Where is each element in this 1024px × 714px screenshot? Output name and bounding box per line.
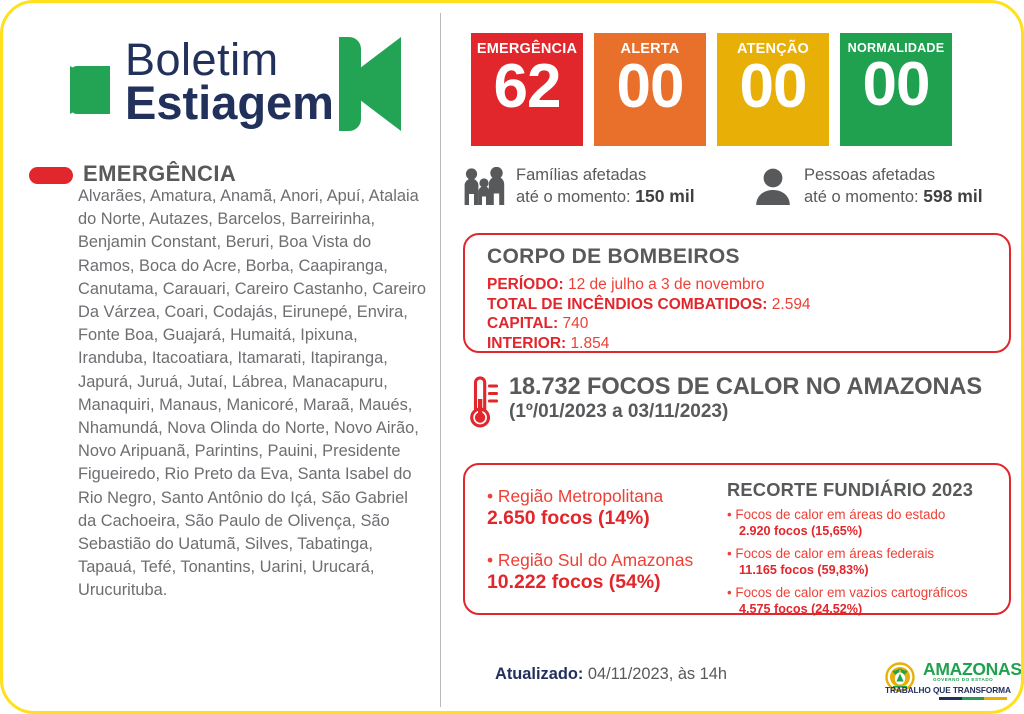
gov-logo-name: AMAZONAS [923, 659, 1022, 679]
logo-title-line1: Boletim [125, 34, 279, 85]
people-affected-text: Pessoas afetadas até o momento: 598 mil [804, 165, 983, 208]
status-card-emergencia: EMERGÊNCIA 62 [471, 33, 583, 146]
families-affected-value: 150 mil [635, 186, 695, 206]
gov-logo-color-bar [939, 697, 1008, 700]
land-breakdown-item: • Focos de calor em áreas do estado 2.92… [727, 506, 997, 539]
gov-logo-subtitle: GOVERNO DO ESTADO [933, 677, 994, 682]
heat-spots-headline-row: 18.732 FOCOS DE CALOR NO AMAZONAS (1º/01… [463, 373, 1021, 435]
fire-department-row: TOTAL DE INCÊNDIOS COMBATIDOS: 2.594 [487, 295, 811, 315]
region-item: • Região Metropolitana 2.650 focos (14%) [487, 485, 737, 530]
land-item-value: 2.920 focos (15,65%) [739, 524, 863, 538]
status-card-value: 00 [739, 51, 808, 121]
land-item-name: • Focos de calor em áreas do estado [727, 507, 946, 522]
family-icon [464, 166, 505, 205]
fire-department-row: CAPITAL: 740 [487, 314, 811, 334]
land-item-value: 4.575 focos (24,52%) [739, 602, 863, 616]
left-triangle-icon [339, 37, 401, 131]
status-cards-row: EMERGÊNCIA 62 ALERTA 00 ATENÇÃO 00 NORMA… [471, 33, 1011, 146]
land-breakdown-title: RECORTE FUNDIÁRIO 2023 [727, 479, 974, 500]
people-affected-value: 598 mil [923, 186, 983, 206]
fire-department-row: INTERIOR: 1.854 [487, 334, 811, 354]
updated-label: Atualizado: [495, 665, 584, 683]
status-card-atencao: ATENÇÃO 00 [717, 33, 829, 146]
heat-spots-headline: 18.732 FOCOS DE CALOR NO AMAZONAS [509, 374, 983, 400]
emergency-section-label: EMERGÊNCIA [83, 161, 237, 186]
amazonas-government-logo: AMAZONAS GOVERNO DO ESTADO TRABALHO QUE … [879, 655, 1022, 703]
fire-row-value: 1.854 [570, 334, 610, 352]
status-card-value: 62 [493, 51, 562, 121]
column-divider [440, 13, 441, 707]
people-affected-line1: Pessoas afetadas [804, 166, 936, 184]
families-affected-line2-label: até o momento: [516, 188, 631, 206]
status-card-value: 00 [616, 51, 685, 121]
heat-spots-period: (1º/01/2023 a 03/11/2023) [509, 401, 729, 423]
fire-row-value: 2.594 [771, 295, 811, 313]
status-card-label: ATENÇÃO [736, 41, 810, 57]
region-value: 2.650 focos (14%) [487, 507, 650, 529]
affected-summary-row: Famílias afetadas até o momento: 150 mil… [463, 165, 1021, 217]
land-item-name: • Focos de calor em áreas federais [727, 546, 935, 561]
play-triangle-icon [70, 66, 110, 114]
fire-row-value: 12 de julho a 3 de novembro [567, 276, 765, 293]
person-icon [756, 168, 790, 205]
footer: Atualizado: 04/11/2023, às 14h AMAZONAS … [463, 655, 1022, 703]
updated-timestamp: Atualizado: 04/11/2023, às 14h [495, 665, 727, 684]
emergency-section-header: EMERGÊNCIA [29, 161, 429, 191]
land-item-value: 11.165 focos (59,83%) [739, 563, 869, 577]
region-name: • Região Sul do Amazonas [487, 550, 694, 570]
status-card-alerta: ALERTA 00 [594, 33, 706, 146]
left-column: Boletim Estiagem EMERGÊNCIA Alvarães, Am… [3, 3, 440, 711]
status-card-normalidade: NORMALIDADE 00 [840, 33, 952, 146]
fire-row-value: 740 [562, 315, 589, 333]
red-pill-marker-icon [29, 167, 73, 184]
fire-row-label: CAPITAL: [487, 315, 559, 333]
status-card-label: NORMALIDADE [847, 41, 945, 55]
fire-department-row: PERÍODO: 12 de julho a 3 de novembro [487, 275, 811, 295]
fire-row-label: TOTAL DE INCÊNDIOS COMBATIDOS: [487, 295, 768, 313]
fire-department-title: CORPO DE BOMBEIROS [487, 245, 740, 268]
fire-department-card: CORPO DE BOMBEIROS PERÍODO: 12 de julho … [463, 233, 1011, 353]
bulletin-logo: Boletim Estiagem [63, 31, 401, 141]
thermometer-icon [470, 376, 499, 428]
status-card-label: ALERTA [620, 41, 680, 57]
gov-logo-slogan: TRABALHO QUE TRANSFORMA [885, 685, 1011, 695]
status-card-value: 00 [862, 49, 931, 119]
amazonas-coat-of-arms-icon [885, 662, 915, 692]
families-affected-line1: Famílias afetadas [516, 166, 647, 184]
land-item-name: • Focos de calor em vazios cartográficos [727, 585, 968, 600]
land-breakdown-list: RECORTE FUNDIÁRIO 2023 • Focos de calor … [727, 479, 997, 623]
regions-list: • Região Metropolitana 2.650 focos (14%)… [487, 485, 737, 613]
region-value: 10.222 focos (54%) [487, 571, 661, 593]
right-column: EMERGÊNCIA 62 ALERTA 00 ATENÇÃO 00 NORMA… [441, 3, 1022, 711]
fire-row-label: PERÍODO: [487, 276, 564, 293]
fire-row-label: INTERIOR: [487, 334, 567, 352]
updated-value: 04/11/2023, às 14h [587, 665, 728, 683]
families-affected-text: Famílias afetadas até o momento: 150 mil [516, 165, 695, 208]
region-name: • Região Metropolitana [487, 486, 664, 506]
land-breakdown-item: • Focos de calor em vazios cartográficos… [727, 584, 997, 617]
municipalities-list: Alvarães, Amatura, Anamã, Anori, Apuí, A… [78, 187, 427, 600]
region-item: • Região Sul do Amazonas 10.222 focos (5… [487, 549, 737, 594]
heat-spots-text: 18.732 FOCOS DE CALOR NO AMAZONAS (1º/01… [509, 373, 982, 423]
regions-card: • Região Metropolitana 2.650 focos (14%)… [463, 463, 1011, 616]
land-breakdown-item: • Focos de calor em áreas federais 11.16… [727, 545, 997, 578]
fire-department-rows: PERÍODO: 12 de julho a 3 de novembro TOT… [487, 275, 811, 353]
families-affected-block: Famílias afetadas até o momento: 150 mil [463, 165, 695, 208]
people-affected-line2-label: até o momento: [804, 188, 919, 206]
people-affected-block: Pessoas afetadas até o momento: 598 mil [753, 165, 983, 208]
status-card-label: EMERGÊNCIA [476, 41, 578, 57]
logo-title-line2: Estiagem [125, 76, 334, 129]
